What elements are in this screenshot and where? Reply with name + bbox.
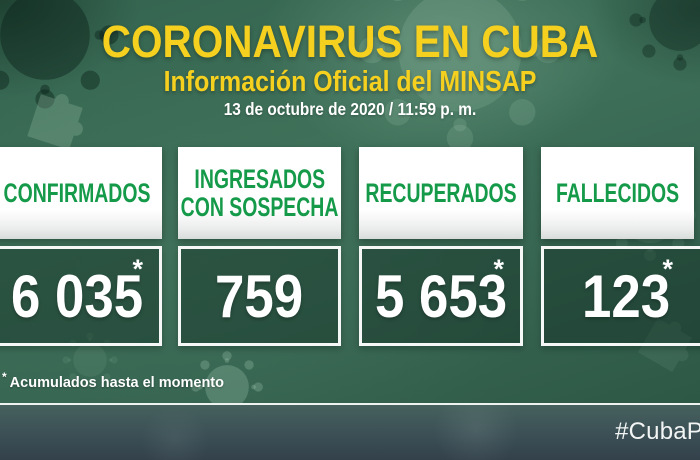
footnote-asterisk: *	[2, 370, 7, 384]
stat-value: 6 035	[10, 262, 144, 330]
stat-fallecidos: FALLECIDOS 123 *	[541, 147, 700, 347]
stat-label: RECUPERADOS	[365, 177, 517, 208]
page-title: CORONAVIRUS EN CUBA	[101, 16, 599, 67]
stat-confirmados: CONFIRMADOS 6 035 *	[0, 147, 162, 347]
stat-label-card: CONFIRMADOS	[0, 147, 162, 239]
stat-recuperados: RECUPERADOS 5 653 *	[359, 147, 523, 347]
stat-value: 759	[215, 262, 304, 330]
stats-row: CONFIRMADOS 6 035 * INGRESADOS CON SOSPE…	[0, 147, 700, 347]
footnote: * Acumulados hasta el momento	[2, 370, 224, 391]
stat-label-card: INGRESADOS CON SOSPECHA	[178, 147, 341, 239]
stat-value-panel: 5 653 *	[359, 246, 523, 346]
stat-value-panel: 123 *	[541, 246, 700, 346]
asterisk-marker: *	[493, 254, 504, 284]
hashtag-label: #CubaP	[615, 418, 700, 445]
bottom-band: #CubaP	[0, 405, 700, 460]
asterisk-marker: *	[662, 254, 673, 284]
stat-label: INGRESADOS	[194, 163, 325, 194]
stat-value: 5 653	[374, 262, 508, 330]
separator-line	[0, 403, 700, 405]
footnote-text: Acumulados hasta el momento	[9, 374, 224, 391]
stat-label: CONFIRMADOS	[3, 177, 151, 208]
report-datetime: 13 de octubre de 2020 / 11:59 p. m.	[223, 99, 477, 119]
stat-label-card: RECUPERADOS	[359, 147, 523, 239]
stat-value: 123	[582, 262, 671, 330]
stat-label-card: FALLECIDOS	[541, 147, 694, 239]
stat-ingresados-con-sospecha: INGRESADOS CON SOSPECHA 759	[178, 147, 341, 347]
asterisk-marker: *	[132, 254, 143, 284]
page-subtitle: Información Oficial del MINSAP	[163, 66, 537, 98]
stat-label-line2: CON SOSPECHA	[180, 192, 339, 222]
stat-value-panel: 759	[178, 246, 341, 346]
stat-value-panel: 6 035 *	[0, 246, 162, 346]
stat-label: FALLECIDOS	[555, 177, 680, 208]
